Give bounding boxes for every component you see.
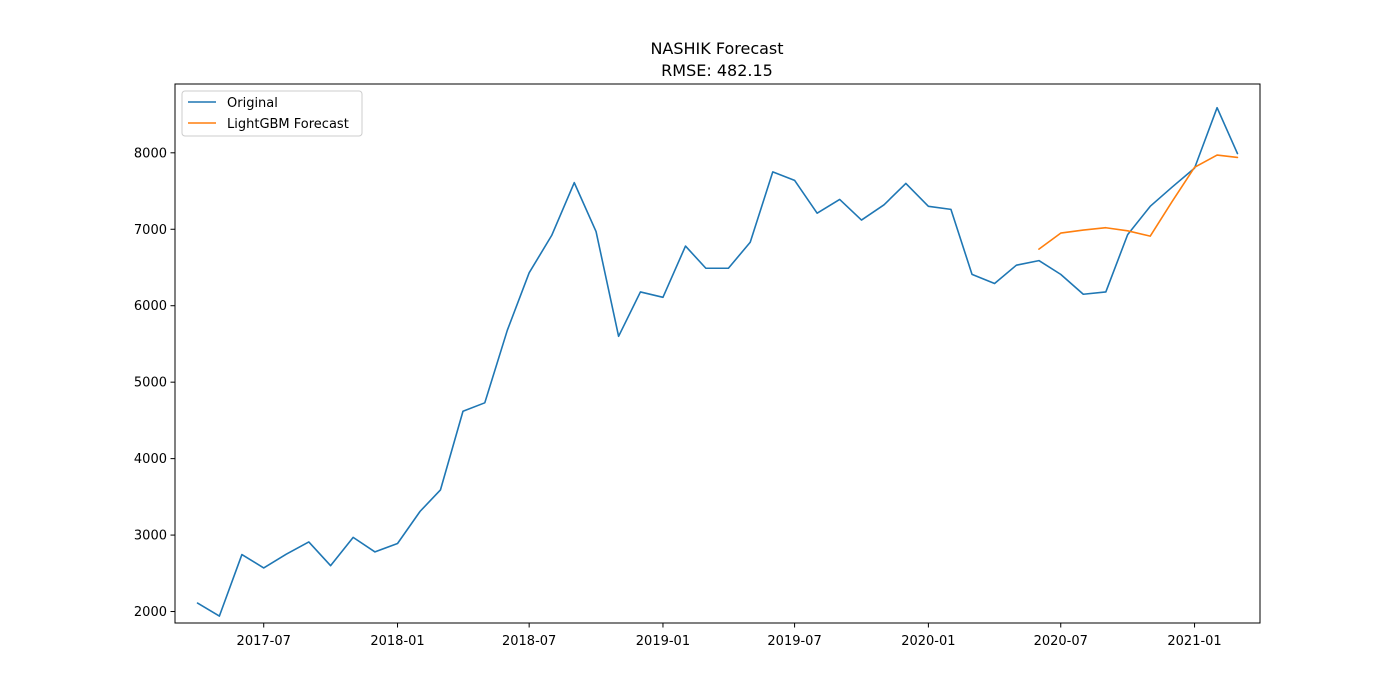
x-tick-label: 2018-07 [502,634,556,649]
y-tick-label: 3000 [134,529,167,544]
y-tick-label: 4000 [134,452,167,467]
x-tick-label: 2019-01 [636,634,690,649]
chart-subtitle: RMSE: 482.15 [661,61,773,80]
legend-label-lightgbm-forecast: LightGBM Forecast [227,117,349,132]
x-tick-label: 2020-01 [901,634,955,649]
y-tick-label: 6000 [134,299,167,314]
legend-box [181,90,363,137]
y-tick-label: 2000 [134,605,167,620]
x-tick-label: 2018-01 [370,634,424,649]
legend: Original LightGBM Forecast [181,90,363,137]
y-tick-label: 5000 [134,376,167,391]
series-line-lightgbm-forecast [1038,154,1239,250]
y-axis: 2000 3000 4000 5000 6000 7000 8000 [134,146,175,620]
x-tick-label: 2017-07 [237,634,291,649]
y-tick-label: 7000 [134,223,167,238]
plot-frame [174,83,1261,624]
y-tick-label: 8000 [134,146,167,161]
chart-title: NASHIK Forecast [650,39,783,58]
x-tick-label: 2019-07 [767,634,821,649]
x-tick-label: 2020-07 [1034,634,1088,649]
x-tick-label: 2021-01 [1167,634,1221,649]
legend-label-original: Original [227,96,278,111]
x-axis: 2017-07 2018-01 2018-07 2019-01 2019-07 2020-… [237,623,1222,649]
series-layer [196,106,1239,617]
series-line-original [196,106,1239,617]
